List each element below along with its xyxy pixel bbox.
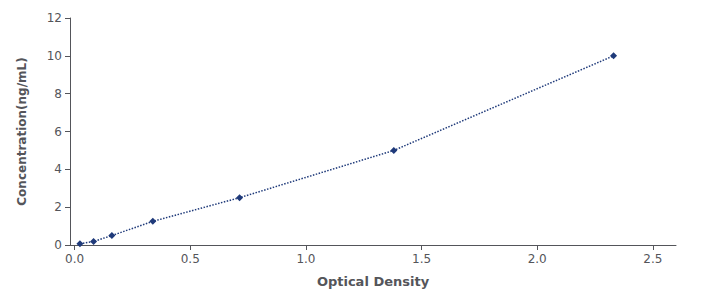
svg-text:0.5: 0.5 [181,252,200,266]
svg-text:12: 12 [47,11,62,25]
svg-text:2.5: 2.5 [643,252,662,266]
svg-text:0: 0 [54,238,62,252]
svg-text:2: 2 [54,200,62,214]
svg-text:2.0: 2.0 [528,252,547,266]
svg-text:6: 6 [54,125,62,139]
svg-text:4: 4 [54,162,62,176]
svg-text:Optical Density: Optical Density [317,274,430,289]
svg-text:Concentration(ng/mL): Concentration(ng/mL) [15,57,29,205]
svg-text:1.5: 1.5 [412,252,431,266]
svg-text:0.0: 0.0 [65,252,84,266]
svg-text:10: 10 [47,49,62,63]
svg-text:1.0: 1.0 [296,252,315,266]
svg-text:8: 8 [54,87,62,101]
